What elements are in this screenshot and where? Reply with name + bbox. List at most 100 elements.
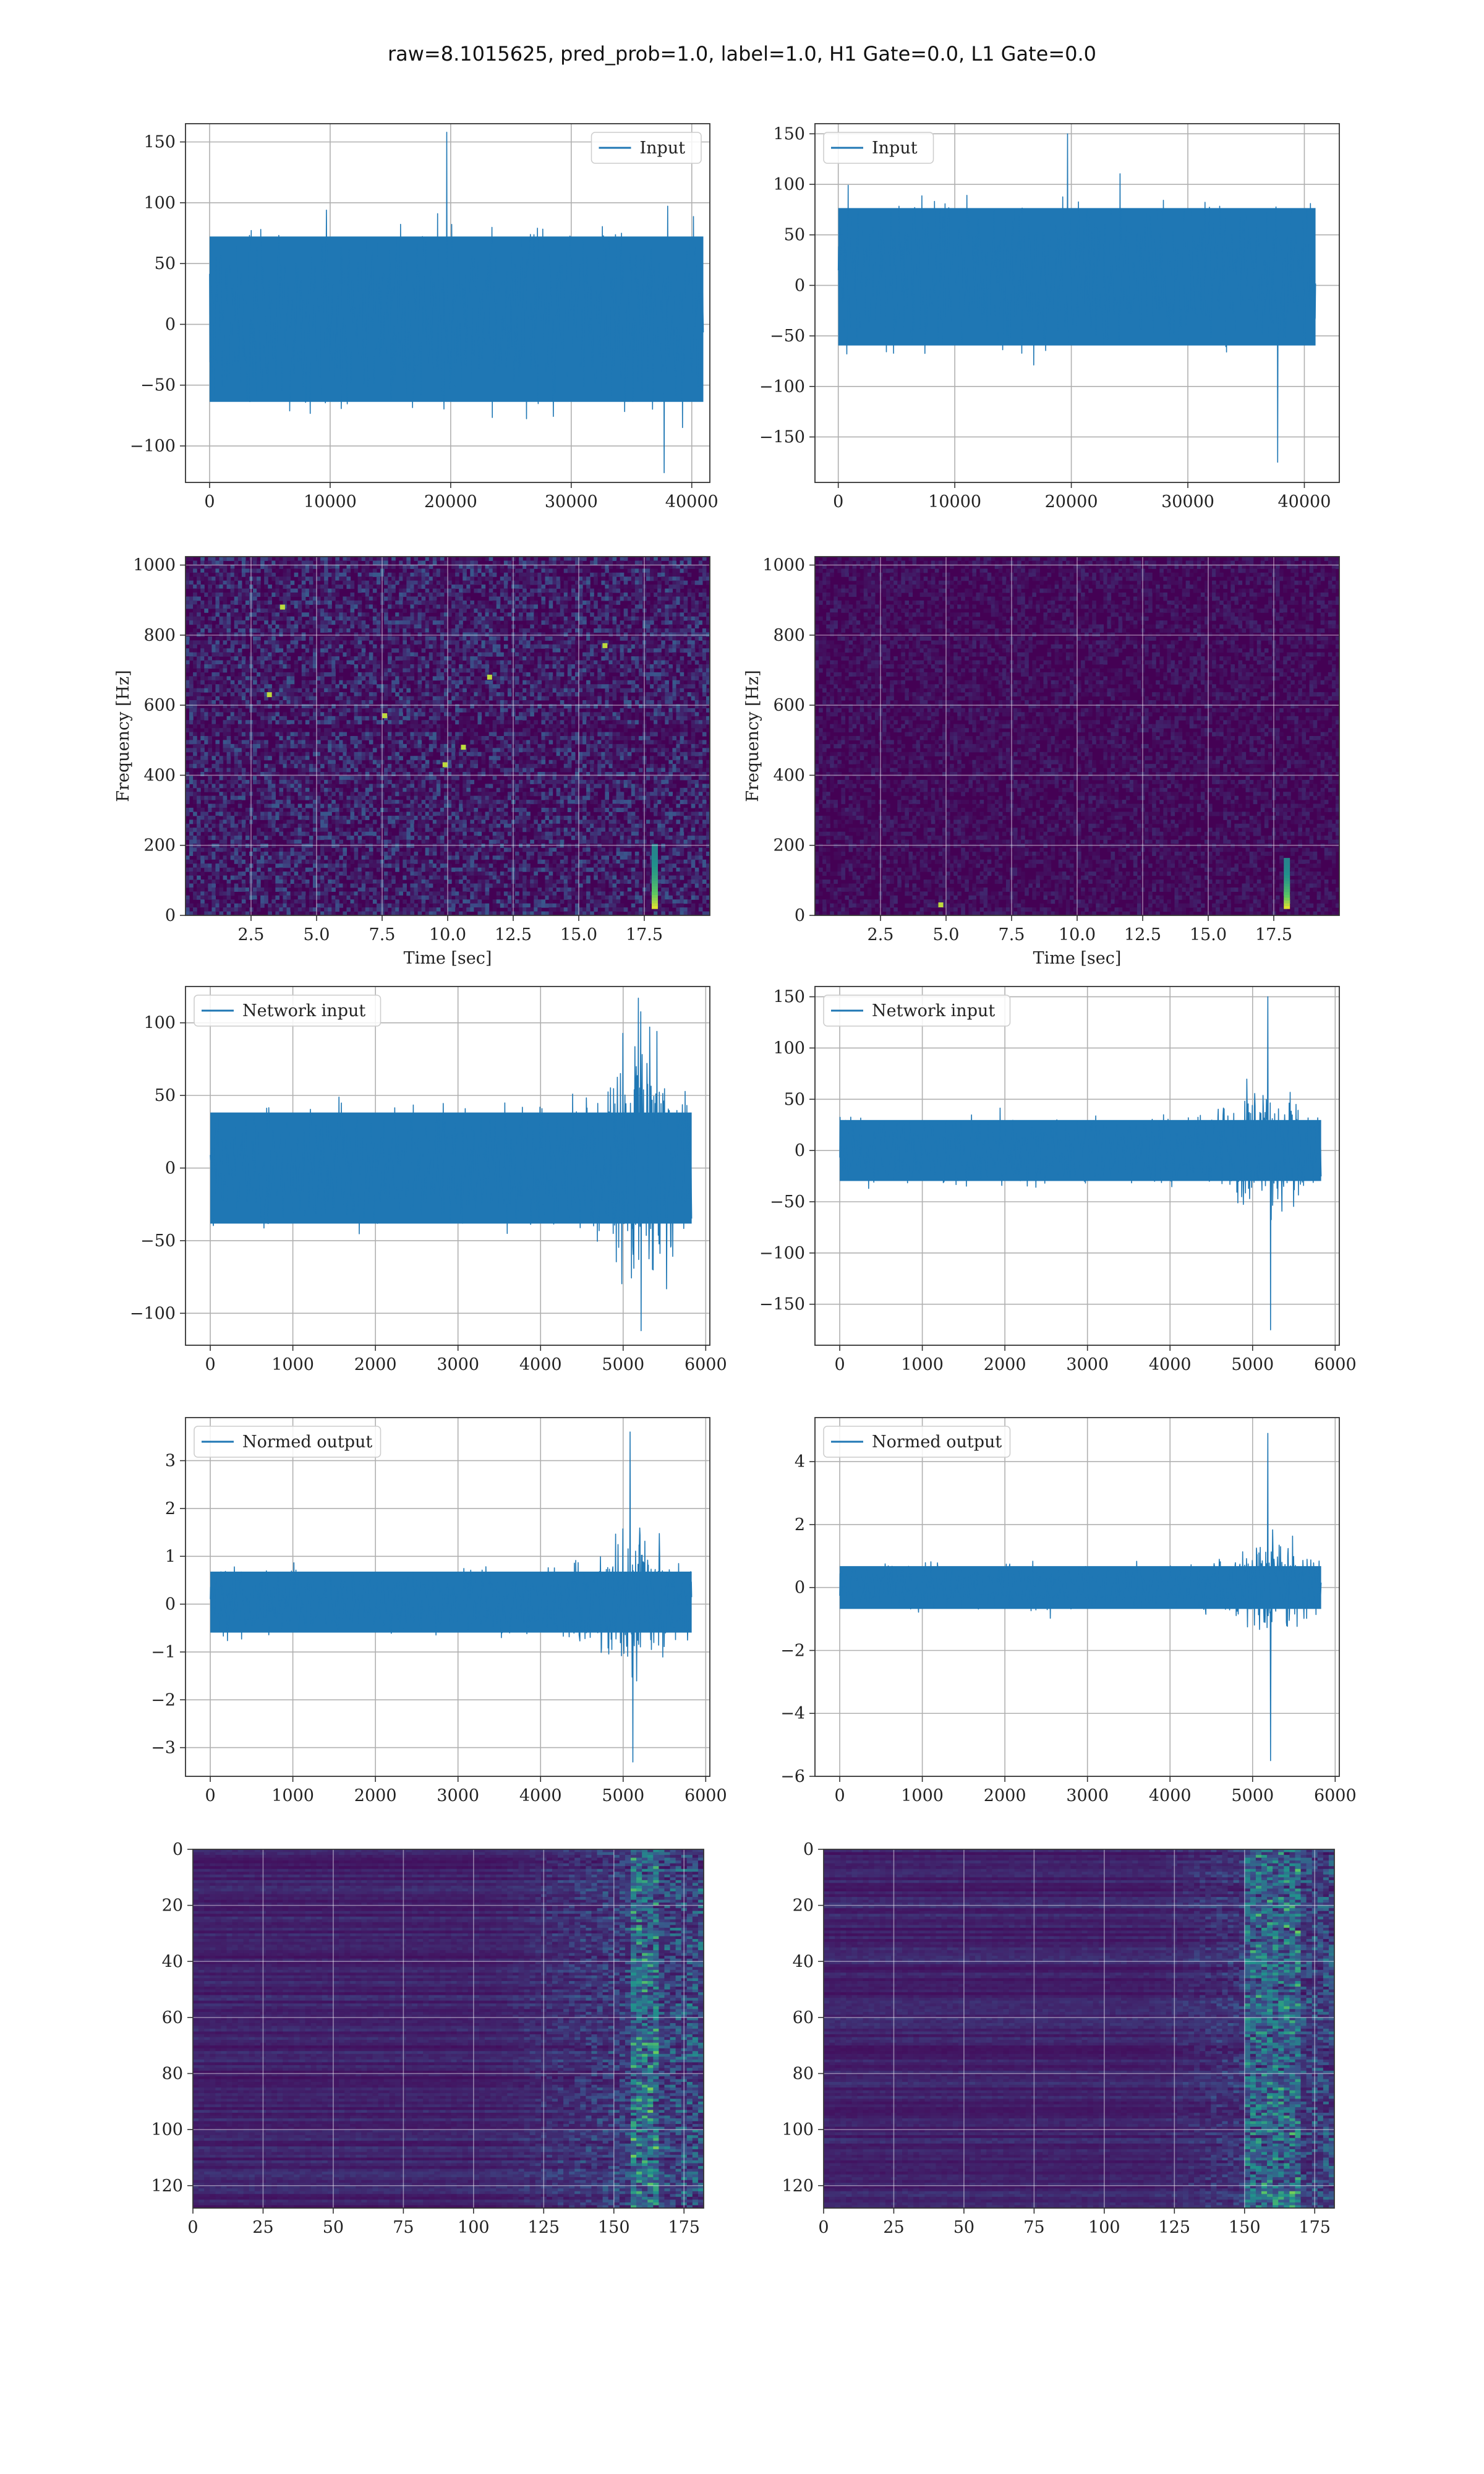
spectrogram-cell [474,564,479,569]
spectrogram-cell [208,620,212,625]
spectrogram-cell [301,756,306,761]
spectrogram-cell [463,728,467,733]
spectrogram-cell [443,560,448,565]
spectrogram-cell [297,620,302,625]
spectrogram-cell [343,600,348,605]
spectrogram-cell [257,847,261,852]
spectrogram-cell [463,557,467,562]
spectrogram-cell [305,708,310,713]
spectrogram-cell [339,600,343,605]
spectrogram-cell [436,800,441,805]
spectrogram-cell [234,772,239,777]
spectrogram-cell [388,880,392,884]
spectrogram-cell [223,572,228,577]
spectrogram-cell [395,787,399,792]
spectrogram-cell [241,779,246,784]
spectrogram-cell [257,815,261,820]
spectrogram-cell [215,636,220,641]
spectrogram-cell [208,576,212,581]
spectrogram-cell [417,820,422,824]
spectrogram-cell [328,688,332,693]
spectrogram-cell [312,808,317,813]
spectrogram-cell [463,684,467,689]
spectrogram-cell [230,768,235,773]
spectrogram-cell [339,604,343,609]
spectrogram-cell [223,604,228,609]
spectrogram-cell [376,776,381,781]
spectrogram-cell [354,751,359,756]
spectrogram-cell [264,580,268,585]
spectrogram-cell [384,855,388,860]
spectrogram-cell [189,708,194,713]
spectrogram-cell [268,584,272,589]
spectrogram-cell [219,572,224,577]
spectrogram-cell [335,787,339,792]
spectrogram-cell [474,847,479,852]
spectrogram-cell [197,668,201,673]
spectrogram-cell [253,740,257,745]
spectrogram-cell [436,891,441,896]
spectrogram-cell [294,560,299,565]
spectrogram-cell [463,907,467,912]
spectrogram-cell [200,688,205,693]
spectrogram-cell [417,803,422,808]
spectrogram-cell [260,692,265,697]
spectrogram-cell [317,895,321,900]
spectrogram-cell [297,787,302,792]
spectrogram-cell [365,875,370,880]
spectrogram-cell [421,584,426,589]
spectrogram-cell [346,891,351,896]
spectrogram-cell [369,684,373,689]
spectrogram-cell [414,700,419,705]
spectrogram-cell [305,743,310,748]
spectrogram-cell [324,600,328,605]
spectrogram-cell [286,871,291,876]
spectrogram-cell [335,616,339,621]
spectrogram-cell [271,652,276,657]
spectrogram-cell [234,907,239,912]
spectrogram-cell [410,716,415,721]
spectrogram-cell [350,728,355,733]
spectrogram-cell [264,768,268,773]
spectrogram-cell [339,815,343,820]
spectrogram-cell [234,779,239,784]
spectrogram-cell [421,688,426,693]
spectrogram-cell [421,576,426,581]
spectrogram-cell [324,756,328,761]
spectrogram-cell [343,652,348,657]
spectrogram-cell [189,867,194,872]
spectrogram-cell [369,660,373,665]
spectrogram-cell [395,803,399,808]
spectrogram-cell [335,871,339,876]
spectrogram-cell [448,808,452,813]
spectrogram-cell [257,688,261,693]
spectrogram-cell [380,795,385,800]
spectrogram-cell [410,572,415,577]
spectrogram-cell [219,692,224,697]
spectrogram-cell [286,588,291,593]
spectrogram-cell [245,572,250,577]
spectrogram-cell [376,664,381,669]
spectrogram-cell [335,867,339,872]
spectrogram-cell [309,656,313,661]
spectrogram-cell [443,847,448,852]
spectrogram-cell [361,656,366,661]
spectrogram-cell [200,772,205,777]
spectrogram-cell [372,891,377,896]
spectrogram-cell [283,608,288,613]
spectrogram-cell [436,903,441,908]
spectrogram-cell [268,859,272,864]
spectrogram-cell [312,716,317,721]
spectrogram-cell [328,628,332,633]
spectrogram-cell [309,584,313,589]
spectrogram-cell [279,564,284,569]
spectrogram-cell [459,600,463,605]
spectrogram-cell [305,847,310,852]
spectrogram-cell [380,880,385,884]
spectrogram-cell [260,815,265,820]
spectrogram-cell [335,640,339,645]
spectrogram-cell [268,847,272,852]
spectrogram-cell [421,792,426,797]
spectrogram-cell [354,604,359,609]
spectrogram-cell [357,743,362,748]
